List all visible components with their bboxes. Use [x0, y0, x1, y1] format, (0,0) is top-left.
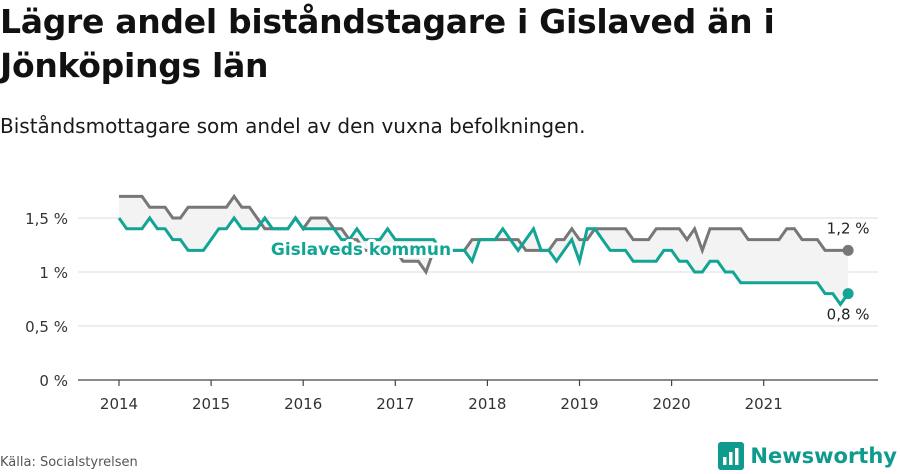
series-label-halo: Gislaveds kommun [271, 240, 451, 260]
source-note: Källa: Socialstyrelsen [0, 455, 138, 470]
x-tick-label: 2018 [468, 395, 506, 413]
series-line-kommun-end-point [842, 288, 854, 300]
y-tick-label: 0 % [39, 372, 68, 390]
y-tick-label: 0,5 % [25, 318, 68, 336]
brand-logo[interactable]: Newsworthy [718, 441, 897, 471]
series-line-lan-end-point [842, 244, 854, 256]
chart-subtitle: Biståndsmottagare som andel av den vuxna… [0, 114, 586, 138]
chart-title: Lägre andel biståndstagare i Gislaved än… [0, 2, 775, 85]
x-tick-label: 2015 [192, 395, 230, 413]
brand-name: Newsworthy [750, 444, 897, 468]
x-tick-label: 2016 [284, 395, 322, 413]
newsworthy-logo-icon [718, 442, 745, 470]
end-label-kommun: 0,8 % [827, 306, 870, 324]
x-tick-label: 2014 [100, 395, 138, 413]
series-line-kommun [117, 215, 850, 307]
y-tick-label: 1,5 % [25, 210, 68, 228]
x-tick-label: 2019 [560, 395, 598, 413]
series-label-kommun: Gislaveds kommun [271, 240, 451, 260]
end-label-lan: 1,2 % [827, 219, 870, 237]
difference-band [119, 196, 849, 305]
y-tick-label: 1 % [39, 264, 68, 282]
x-tick-label: 2021 [745, 395, 783, 413]
x-tick-label: 2020 [653, 395, 691, 413]
x-tick-label: 2017 [376, 395, 414, 413]
